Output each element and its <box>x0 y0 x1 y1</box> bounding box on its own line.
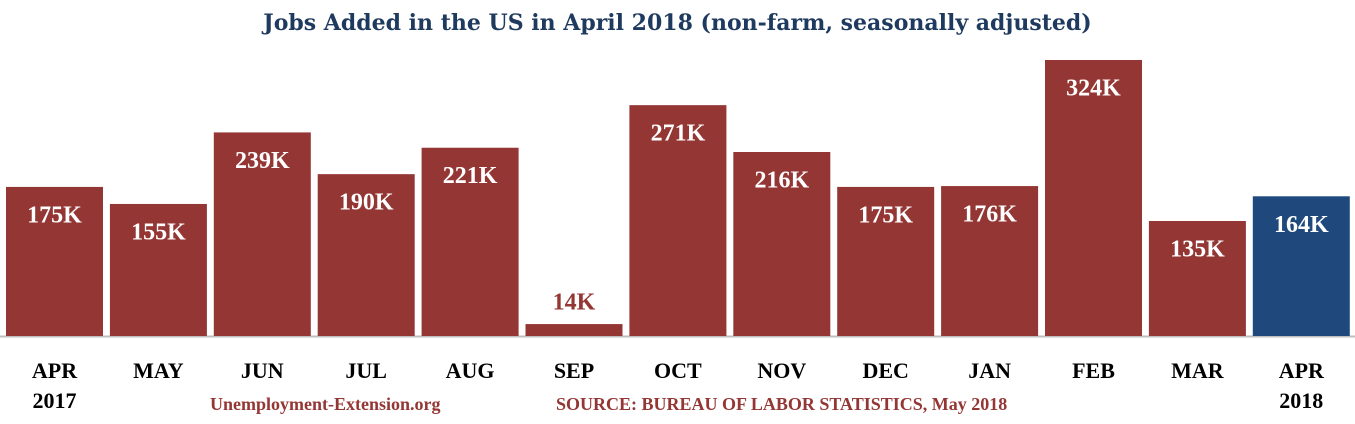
source-note: SOURCE: BUREAU OF LABOR STATISTICS, May … <box>556 394 1008 414</box>
value-label: 175K <box>858 202 913 228</box>
x-tick-label: JUL <box>345 358 387 383</box>
x-tick-label: MAR <box>1171 358 1224 383</box>
bar <box>1045 60 1142 336</box>
value-label: 155K <box>131 219 186 245</box>
bar <box>317 174 415 336</box>
x-tick-label: APR 2017 <box>31 358 78 413</box>
value-label: 271K <box>651 121 706 147</box>
x-tick-label: JUN <box>240 358 284 383</box>
x-tick-label: DEC <box>862 358 909 383</box>
value-label: 239K <box>235 148 290 174</box>
site-credit: Unemployment-Extension.org <box>210 394 441 414</box>
x-tick-label: JAN <box>968 358 1011 383</box>
value-label: 164K <box>1274 212 1329 238</box>
x-tick-label: AUG <box>445 358 495 383</box>
value-label: 190K <box>339 190 394 216</box>
x-tick-label: MAY <box>133 358 184 383</box>
bar <box>213 132 311 336</box>
chart-title: Jobs Added in the US in April 2018 (non-… <box>263 10 1092 36</box>
x-tick-label: FEB <box>1072 358 1115 383</box>
value-label: 135K <box>1170 237 1225 263</box>
value-label: 221K <box>443 163 498 189</box>
bar <box>421 147 519 336</box>
bar <box>941 186 1039 336</box>
x-tick-label: SEP <box>553 358 595 383</box>
value-label: 14K <box>553 290 596 316</box>
bar <box>109 203 207 336</box>
x-tick-label: APR 2018 <box>1278 358 1324 413</box>
bar <box>1252 196 1350 336</box>
bar <box>837 186 935 336</box>
bar <box>525 324 623 336</box>
x-tick-label: OCT <box>654 358 702 383</box>
bar <box>733 152 831 336</box>
value-label: 176K <box>962 202 1017 228</box>
value-label: 324K <box>1066 76 1121 102</box>
value-label: 175K <box>27 202 82 228</box>
bar <box>1148 221 1246 336</box>
bar <box>629 105 727 336</box>
bar <box>6 186 103 336</box>
value-label: 216K <box>754 168 809 194</box>
x-tick-label: NOV <box>757 358 807 383</box>
